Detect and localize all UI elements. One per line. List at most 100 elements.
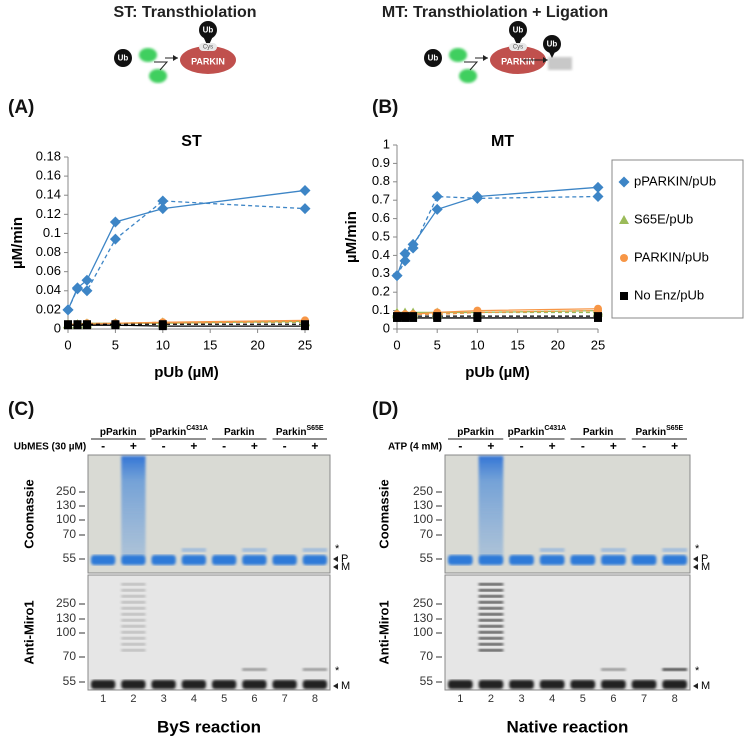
band: [662, 555, 687, 565]
legend-marker: [620, 254, 628, 262]
data-point: [299, 203, 311, 215]
data-point: [82, 320, 91, 329]
data-point: [592, 191, 604, 203]
ladder-band: [121, 613, 146, 616]
ladder-band: [121, 595, 146, 598]
mw-label: 55: [420, 551, 434, 565]
band: [91, 555, 116, 565]
substrate-blob: [459, 69, 477, 83]
band: [272, 680, 297, 689]
band: [121, 555, 146, 565]
data-point: [109, 216, 121, 228]
parkin-icon: [490, 46, 546, 74]
band-pointer: [693, 556, 698, 562]
enzyme-label: PARKIN: [501, 56, 535, 66]
enzyme-label: PARKIN: [191, 56, 225, 66]
panel-label: (B): [372, 97, 398, 118]
lane-number: 4: [191, 693, 197, 705]
legend-marker: [619, 215, 629, 224]
mw-label: 100: [413, 625, 433, 639]
band: [478, 680, 504, 689]
legend-label: PARKIN/pUb: [634, 249, 709, 264]
legend-label: S65E/pUb: [634, 211, 693, 226]
data-point: [473, 312, 482, 321]
chart-title: MT: [491, 133, 514, 150]
band-pointer: [333, 556, 338, 562]
treatment-sign: -: [642, 439, 646, 453]
cys-label: Cys: [513, 45, 523, 51]
mw-label: 70: [420, 649, 434, 663]
treatment-label: UbMES (30 µM): [14, 442, 86, 453]
data-point: [399, 255, 411, 267]
lane-group-label: Parkin: [583, 427, 614, 438]
lane-number: 4: [549, 693, 555, 705]
ladder-band: [478, 595, 504, 598]
mw-label: 250: [56, 484, 76, 498]
band: [242, 680, 267, 689]
group-superscript: C431A: [544, 425, 566, 432]
ladder-band: [121, 619, 146, 622]
ladder-band: [121, 625, 146, 628]
legend-marker: [618, 176, 630, 188]
y-tick-label: 0.02: [36, 301, 61, 316]
group-superscript: S65E: [306, 425, 323, 432]
treatment-sign: +: [130, 439, 137, 453]
y-tick-label: 0.04: [36, 282, 61, 297]
band: [662, 548, 687, 552]
stain-label: Coomassie: [21, 479, 36, 548]
arrow-head: [173, 55, 178, 61]
lane-number: 3: [519, 693, 525, 705]
treatment-label: ATP (4 mM): [388, 442, 442, 453]
treatment-sign: +: [487, 439, 494, 453]
lane-number: 5: [221, 693, 227, 705]
smear: [478, 456, 504, 556]
band-pointer: [333, 564, 338, 570]
ladder-band: [478, 613, 504, 616]
group-name: pParkin: [150, 427, 187, 438]
series-line-dashed: [67, 200, 306, 311]
treatment-sign: -: [458, 439, 462, 453]
ub-icon: [509, 21, 527, 39]
lane-number: 7: [282, 693, 288, 705]
y-tick-label: 0.1: [372, 302, 390, 317]
ladder-band: [478, 643, 504, 646]
band: [601, 680, 626, 689]
gel-title: ByS reaction: [157, 717, 261, 736]
treatment-sign: +: [549, 439, 556, 453]
cys-tag: [509, 43, 527, 51]
band: [121, 680, 146, 689]
lane-number: 5: [580, 693, 586, 705]
data-point: [111, 320, 120, 329]
ladder-band: [478, 583, 504, 586]
data-point: [431, 191, 443, 203]
ub-icon: [114, 49, 132, 67]
group-name: Parkin: [276, 427, 307, 438]
band: [509, 680, 534, 689]
treatment-sign: +: [671, 439, 678, 453]
lane-number: 7: [641, 693, 647, 705]
y-tick-label: 0.3: [372, 265, 390, 280]
y-tick-label: 0.4: [372, 247, 390, 262]
band-marker: M: [701, 561, 710, 573]
stain-label: Anti-Miro1: [376, 600, 391, 664]
panel-label: (A): [8, 97, 34, 118]
lane-number: 1: [457, 693, 463, 705]
treatment-sign: +: [610, 439, 617, 453]
x-axis-label: pUb (µM): [154, 364, 218, 381]
series-line-dashed: [397, 309, 599, 315]
lane-number: 8: [672, 693, 678, 705]
data-point: [471, 192, 483, 204]
lane-group-label: pParkinC431A: [150, 425, 208, 438]
mw-label: 55: [63, 551, 77, 565]
band: [601, 548, 626, 552]
band: [181, 548, 206, 552]
band: [302, 548, 327, 552]
treatment-sign: -: [581, 439, 585, 453]
data-point: [157, 195, 169, 207]
x-tick-label: 10: [470, 337, 484, 352]
band: [242, 555, 267, 565]
data-point: [301, 320, 309, 329]
data-point: [594, 312, 602, 321]
band-pointer: [693, 564, 698, 570]
